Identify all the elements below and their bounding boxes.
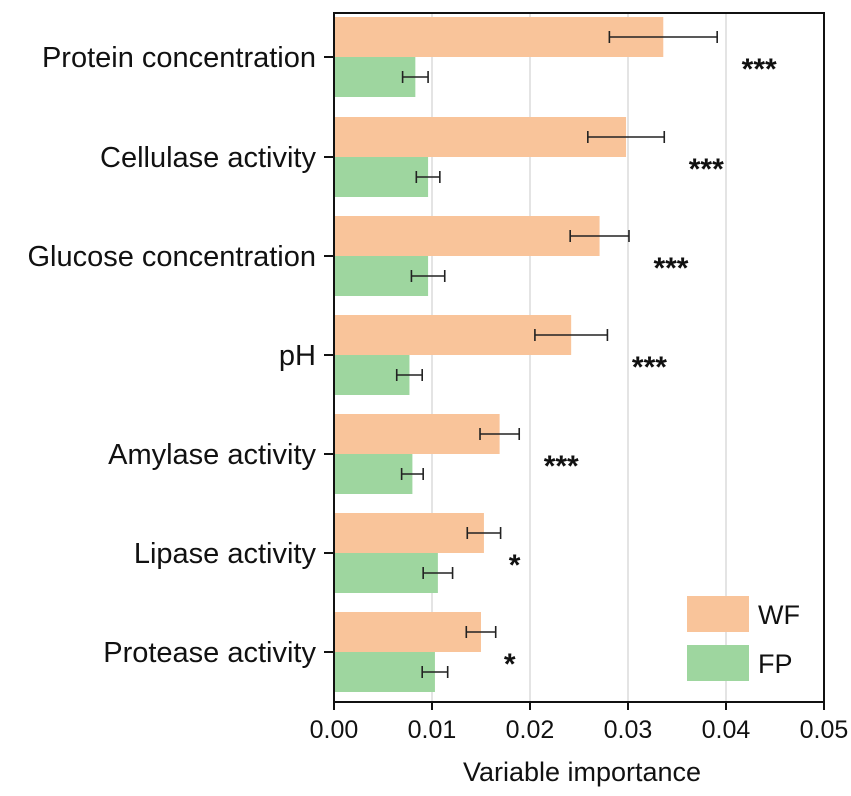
- error-bar-fp: [400, 468, 424, 480]
- error-bar-fp: [421, 666, 449, 678]
- bar-wf: [334, 17, 664, 57]
- legend-label-wf: WF: [758, 600, 800, 630]
- x-axis-title: Variable importance: [463, 757, 701, 787]
- error-bars: [395, 31, 718, 678]
- bar-fp: [334, 652, 435, 692]
- x-tick-label: 0.04: [702, 716, 751, 744]
- bar-wf: [334, 513, 484, 553]
- x-tick-label: 0.05: [800, 716, 849, 744]
- grid-lines: [431, 13, 727, 702]
- bars: [334, 17, 664, 692]
- legend-label-fp: FP: [758, 649, 793, 679]
- legend-swatch-fp: [687, 645, 749, 681]
- bar-fp: [334, 57, 416, 97]
- bar-wf: [334, 315, 572, 355]
- bar-wf: [334, 414, 500, 454]
- significance-marker: *: [504, 648, 516, 681]
- category-label: pH: [279, 340, 316, 372]
- significance-marker: ***: [689, 153, 724, 186]
- error-bar-wf: [466, 527, 502, 539]
- category-label: Protein concentration: [42, 42, 316, 74]
- significance-marker: ***: [544, 450, 579, 483]
- bar-wf: [334, 216, 600, 256]
- category-label: Amylase activity: [108, 439, 316, 471]
- bar-wf: [334, 612, 481, 652]
- x-tick-label: 0.02: [506, 716, 555, 744]
- bar-fp: [334, 454, 413, 494]
- bar-wf: [334, 117, 627, 157]
- significance-marker: ***: [742, 53, 777, 86]
- x-tick-labels: 0.00 0.01 0.02 0.03 0.04 0.05: [310, 716, 849, 744]
- bar-fp: [334, 157, 429, 197]
- significance-marker: ***: [632, 351, 667, 384]
- error-bar-fp: [422, 567, 454, 579]
- category-label: Cellulase activity: [100, 142, 316, 174]
- category-labels: Protein concentration Cellulase activity G…: [27, 42, 316, 669]
- error-bar-wf: [534, 329, 609, 341]
- significance-markers: *****************: [504, 53, 777, 681]
- category-label: Glucose concentration: [27, 241, 316, 273]
- error-bar-fp: [410, 270, 446, 282]
- error-bar-wf: [608, 31, 718, 43]
- legend-swatch-wf: [687, 596, 749, 632]
- significance-marker: *: [509, 549, 521, 582]
- error-bar-fp: [401, 71, 429, 83]
- error-bar-wf: [465, 626, 497, 638]
- error-bar-wf: [479, 428, 521, 440]
- significance-marker: ***: [653, 252, 688, 285]
- error-bar-wf: [569, 230, 630, 242]
- category-label: Lipase activity: [134, 538, 317, 570]
- x-tick-label: 0.00: [310, 716, 359, 744]
- x-tick-label: 0.01: [408, 716, 457, 744]
- x-tick-label: 0.03: [604, 716, 653, 744]
- error-bar-fp: [395, 369, 424, 381]
- error-bar-fp: [415, 171, 441, 183]
- axes: [324, 12, 825, 710]
- category-label: Protease activity: [103, 637, 316, 669]
- plot-frame: [333, 12, 825, 703]
- legend: WF FP: [687, 596, 800, 681]
- error-bar-wf: [587, 131, 666, 143]
- bar-fp: [334, 553, 438, 593]
